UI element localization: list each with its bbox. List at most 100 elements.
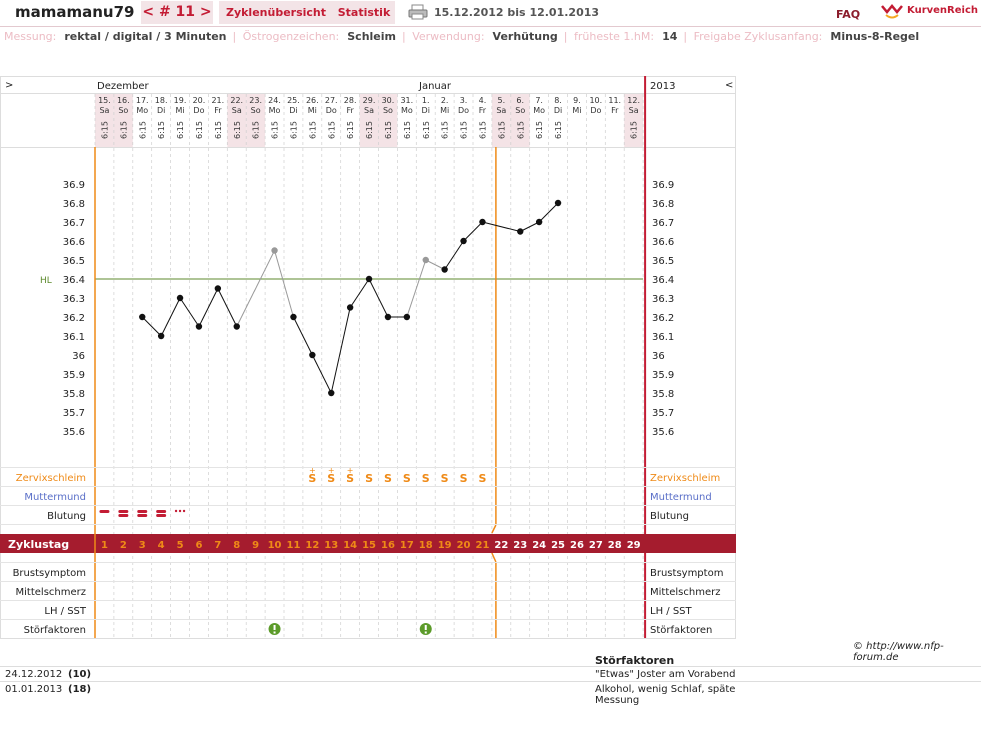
cycle-day-number[interactable]: 2 [120, 540, 127, 551]
day-date-label[interactable]: 5. [498, 96, 506, 105]
cycle-day-number[interactable]: 18 [419, 540, 433, 551]
cycle-day-number[interactable]: 10 [268, 540, 282, 551]
mucus-marker[interactable]: S [441, 472, 449, 485]
logo-text[interactable]: KurvenReich [907, 5, 979, 16]
bleeding-marker[interactable] [99, 510, 110, 513]
day-date-label[interactable]: 18. [155, 96, 168, 105]
day-date-label[interactable]: 22. [230, 96, 243, 105]
cycle-day-number[interactable]: 17 [400, 540, 414, 551]
bleeding-marker[interactable] [118, 510, 129, 513]
temperature-point[interactable] [346, 304, 354, 311]
day-weekday-label[interactable]: Sa [629, 106, 639, 115]
day-date-label[interactable]: 17. [136, 96, 149, 105]
day-weekday-label[interactable]: So [251, 106, 261, 115]
temperature-point[interactable] [422, 256, 429, 264]
day-date-label[interactable]: 24. [268, 96, 281, 105]
cycle-day-number[interactable]: 29 [627, 540, 641, 551]
tab-statistics[interactable]: Statistik [333, 1, 395, 24]
spotting-marker[interactable] [182, 509, 186, 513]
mucus-marker[interactable]: S [403, 472, 411, 485]
day-date-label[interactable]: 25. [287, 96, 300, 105]
cycle-day-number[interactable]: 8 [233, 540, 240, 551]
temperature-point[interactable] [365, 275, 373, 283]
day-date-label[interactable]: 29. [363, 96, 376, 105]
day-weekday-label[interactable]: Mi [572, 106, 581, 115]
bleeding-marker[interactable] [137, 514, 148, 517]
temperature-point[interactable] [460, 237, 467, 245]
username[interactable]: mamamanu79 [15, 3, 135, 21]
day-weekday-label[interactable]: Mi [440, 106, 449, 115]
day-weekday-label[interactable]: Fr [214, 106, 222, 115]
day-weekday-label[interactable]: Di [422, 106, 430, 115]
day-weekday-label[interactable]: Do [193, 106, 204, 115]
cycle-day-number[interactable]: 15 [362, 540, 376, 551]
temperature-point[interactable] [403, 313, 411, 321]
day-date-label[interactable]: 23. [249, 96, 262, 105]
day-date-label[interactable]: 3. [460, 96, 468, 105]
day-date-label[interactable]: 10. [589, 96, 602, 105]
cycle-day-number[interactable]: 1 [101, 540, 108, 551]
day-date-label[interactable]: 4. [479, 96, 487, 105]
cycle-day-number[interactable]: 19 [438, 540, 452, 551]
day-weekday-label[interactable]: So [383, 106, 393, 115]
bleeding-marker[interactable] [137, 510, 148, 513]
faq-link[interactable]: FAQ [836, 8, 861, 21]
day-date-label[interactable]: 2. [441, 96, 449, 105]
temperature-point[interactable] [309, 351, 316, 359]
cycle-day-number[interactable]: 27 [589, 540, 603, 551]
cycle-day-number[interactable]: 11 [286, 540, 300, 551]
day-date-label[interactable]: 7. [535, 96, 543, 105]
spotting-marker[interactable] [174, 509, 178, 513]
day-weekday-label[interactable]: Do [326, 106, 337, 115]
day-weekday-label[interactable]: Mo [533, 106, 545, 115]
temperature-point[interactable] [139, 313, 146, 321]
mucus-marker[interactable]: S [346, 472, 354, 485]
nav-prev-button[interactable]: > [5, 80, 13, 91]
temperature-point[interactable] [517, 228, 524, 235]
day-weekday-label[interactable]: Mi [175, 106, 184, 115]
day-date-label[interactable]: 15. [98, 96, 111, 105]
mucus-marker[interactable]: S [478, 472, 486, 485]
cycle-day-number[interactable]: 7 [214, 540, 221, 551]
cycle-day-number[interactable]: 23 [513, 540, 527, 551]
day-date-label[interactable]: 27. [325, 96, 338, 105]
cycle-day-number[interactable]: 25 [551, 540, 565, 551]
day-date-label[interactable]: 26. [306, 96, 319, 105]
day-weekday-label[interactable]: Do [458, 106, 469, 115]
day-date-label[interactable]: 30. [382, 96, 395, 105]
day-weekday-label[interactable]: Mo [136, 106, 148, 115]
day-date-label[interactable]: 11. [608, 96, 621, 105]
day-date-label[interactable]: 19. [174, 96, 187, 105]
cycle-day-number[interactable]: 21 [475, 540, 489, 551]
mucus-marker[interactable]: S [308, 472, 316, 485]
mucus-marker[interactable]: S [460, 472, 468, 485]
day-weekday-label[interactable]: Di [157, 106, 165, 115]
day-weekday-label[interactable]: So [118, 106, 128, 115]
day-weekday-label[interactable]: Sa [99, 106, 109, 115]
day-date-label[interactable]: 1. [422, 96, 430, 105]
day-weekday-label[interactable]: Fr [611, 106, 619, 115]
mucus-marker[interactable]: S [327, 472, 335, 485]
bleeding-marker[interactable] [156, 510, 167, 513]
cycle-day-number[interactable]: 28 [608, 540, 622, 551]
day-date-label[interactable]: 20. [193, 96, 206, 105]
temperature-point[interactable] [214, 285, 222, 292]
day-date-label[interactable]: 9. [573, 96, 581, 105]
day-weekday-label[interactable]: Fr [479, 106, 487, 115]
cycle-day-number[interactable]: 13 [324, 540, 338, 551]
day-date-label[interactable]: 28. [344, 96, 357, 105]
day-weekday-label[interactable]: Sa [232, 106, 242, 115]
spotting-marker[interactable] [178, 509, 182, 513]
cycle-day-number[interactable]: 16 [381, 540, 395, 551]
mucus-marker[interactable]: S [384, 472, 392, 485]
temperature-point[interactable] [271, 247, 278, 254]
day-date-label[interactable]: 21. [211, 96, 224, 105]
day-weekday-label[interactable]: Mo [401, 106, 413, 115]
kurvenreich-logo-icon[interactable] [880, 2, 904, 20]
day-date-label[interactable]: 31. [400, 96, 413, 105]
cycle-day-number[interactable]: 6 [195, 540, 202, 551]
temperature-point[interactable] [176, 294, 184, 302]
day-date-label[interactable]: 16. [117, 96, 130, 105]
temperature-point[interactable] [195, 323, 203, 330]
cycle-day-number[interactable]: 20 [457, 540, 471, 551]
